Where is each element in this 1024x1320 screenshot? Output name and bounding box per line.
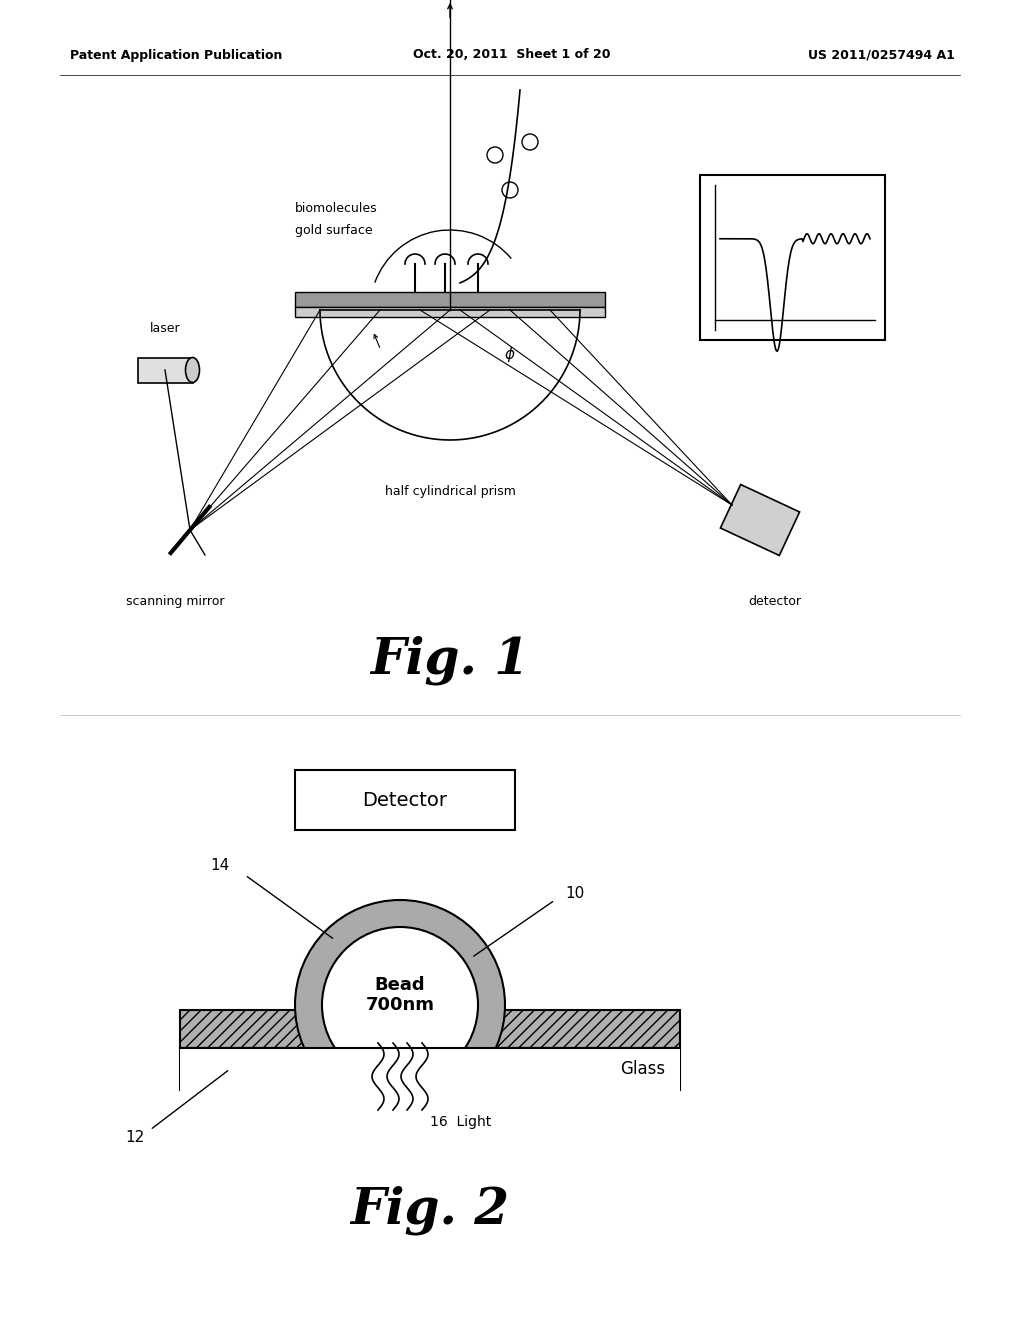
Text: Glass: Glass [620,1060,665,1078]
Text: 16  Light: 16 Light [430,1115,492,1129]
Text: 12: 12 [126,1130,145,1146]
Bar [180,1048,680,1140]
Text: gold surface: gold surface [295,224,373,238]
Polygon shape [721,484,800,556]
Text: US 2011/0257494 A1: US 2011/0257494 A1 [808,49,955,62]
Text: Patent Application Publication: Patent Application Publication [70,49,283,62]
Text: biomolecules: biomolecules [295,202,378,215]
Circle shape [295,900,505,1110]
Text: Bead
700nm: Bead 700nm [366,975,434,1014]
Text: Detector: Detector [362,791,447,809]
Bar [295,770,515,830]
Text: Oct. 20, 2011  Sheet 1 of 20: Oct. 20, 2011 Sheet 1 of 20 [414,49,610,62]
Text: Fig. 1: Fig. 1 [371,635,529,685]
Bar [295,292,605,308]
Text: Fig. 2: Fig. 2 [350,1185,510,1234]
Bar [180,1048,680,1090]
Bar [180,1010,680,1048]
Text: scanning mirror: scanning mirror [126,595,224,609]
Bar [137,358,193,383]
Text: $\phi$: $\phi$ [504,345,516,363]
Text: half cylindrical prism: half cylindrical prism [385,484,515,498]
Ellipse shape [185,358,200,383]
Bar [700,176,885,341]
Text: 10: 10 [565,886,585,900]
Text: detector: detector [749,595,802,609]
Text: 14: 14 [211,858,230,873]
Circle shape [322,927,478,1082]
Text: laser: laser [150,322,180,335]
Bar [295,308,605,317]
